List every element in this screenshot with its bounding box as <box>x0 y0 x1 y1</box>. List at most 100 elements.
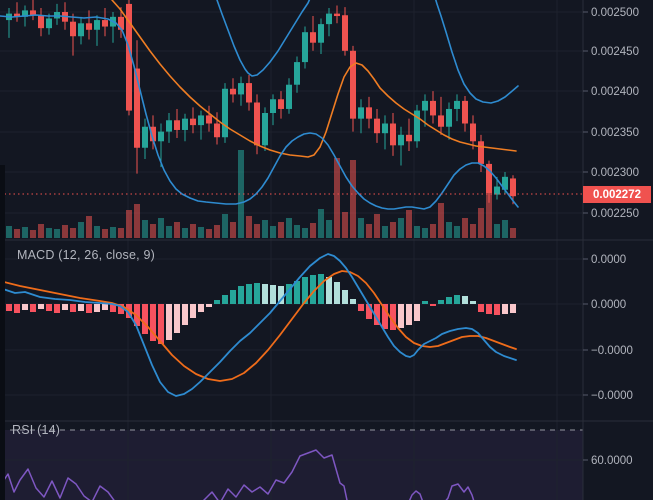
volume-bar <box>134 204 140 238</box>
volume-bar <box>430 224 436 238</box>
volume-bar <box>206 229 212 238</box>
candle-body <box>238 83 244 95</box>
candle-body <box>38 15 44 29</box>
macd-histogram-bar <box>510 304 516 313</box>
macd-histogram-bar <box>190 304 196 318</box>
rsi-line <box>0 449 475 500</box>
candle-body <box>30 10 36 16</box>
volume-bar <box>302 228 308 238</box>
candle-body <box>438 115 444 127</box>
volume-bar <box>142 220 148 238</box>
volume-bar <box>54 229 60 238</box>
candle-body <box>502 176 508 190</box>
rsi-band-shading <box>0 430 583 500</box>
volume-bar <box>366 224 372 238</box>
macd-histogram-bar <box>158 304 164 344</box>
candle-body <box>510 178 516 197</box>
volume-bar <box>222 214 228 238</box>
volume-bar <box>238 150 244 238</box>
macd-histogram-bar <box>422 301 428 304</box>
volume-bar <box>182 228 188 238</box>
volume-bar <box>126 210 132 238</box>
volume-bar <box>30 230 36 238</box>
macd-histogram-bar <box>198 304 204 312</box>
volume-bar <box>166 226 172 238</box>
volume-bar <box>358 218 364 238</box>
candle-body <box>166 120 172 132</box>
volume-bar <box>294 225 300 238</box>
volume-bar <box>198 227 204 238</box>
volume-bar <box>102 229 108 238</box>
candle-body <box>118 16 124 30</box>
macd-histogram-bar <box>30 304 36 312</box>
volume-bar <box>382 226 388 238</box>
volume-bar <box>254 224 260 238</box>
candle-body <box>350 50 356 119</box>
volume-bar <box>70 228 76 238</box>
macd-signal-line <box>0 270 517 382</box>
volume-bar <box>94 226 100 238</box>
macd-histogram-bar <box>70 304 76 312</box>
candle-body <box>70 21 76 37</box>
volume-bar <box>374 214 380 238</box>
volume-bar <box>438 203 444 238</box>
volume-bar <box>174 222 180 238</box>
volume-bar <box>190 224 196 238</box>
macd-histogram-bar <box>486 304 492 314</box>
volume-bar <box>478 208 484 238</box>
candle-body <box>382 123 388 134</box>
axis-label: 0.002500 <box>591 7 639 19</box>
volume-bar <box>110 227 116 238</box>
macd-histogram-bar <box>78 304 84 311</box>
volume-bar <box>390 222 396 238</box>
macd-histogram-bar <box>142 304 148 334</box>
volume-bar <box>334 158 340 238</box>
volume-bar <box>454 226 460 238</box>
volume-bar <box>278 222 284 238</box>
macd-histogram-bar <box>46 304 52 311</box>
volume-bar <box>414 226 420 238</box>
volume-bar <box>14 229 20 238</box>
volume-bar <box>510 228 516 238</box>
candle-body <box>358 107 364 119</box>
macd-histogram-bar <box>22 304 28 310</box>
volume-bar <box>398 218 404 238</box>
macd-histogram-bar <box>358 304 364 311</box>
macd-histogram-bar <box>406 304 412 325</box>
candle-body <box>486 163 492 193</box>
macd-histogram-bar <box>446 297 452 304</box>
macd-histogram-bar <box>334 282 340 304</box>
macd-histogram-bar <box>342 290 348 304</box>
candle-body <box>150 126 156 142</box>
macd-line <box>0 253 517 397</box>
macd-histogram-bar <box>86 304 92 313</box>
candle-body <box>158 131 164 142</box>
volume-bar <box>46 228 52 238</box>
candle-body <box>270 99 276 113</box>
macd-histogram-bar <box>14 304 20 313</box>
macd-histogram-bar <box>470 301 476 304</box>
candle-body <box>398 134 404 146</box>
axis-label: 0.002250 <box>591 208 639 220</box>
macd-histogram-bar <box>414 304 420 321</box>
macd-histogram-bar <box>382 304 388 329</box>
macd-histogram-bar <box>262 284 268 304</box>
macd-histogram-bar <box>278 286 284 304</box>
candle-body <box>134 68 140 148</box>
macd-histogram-bar <box>150 304 156 341</box>
candle-body <box>214 123 220 138</box>
macd-histogram-bar <box>286 284 292 304</box>
candle-body <box>414 110 420 142</box>
candle-body <box>222 88 228 138</box>
macd-histogram-bar <box>94 304 100 312</box>
volume-bar <box>350 160 356 238</box>
volume-bar <box>6 226 12 238</box>
macd-histogram-bar <box>494 304 500 315</box>
candle-body <box>462 100 468 124</box>
candle-body <box>374 118 380 134</box>
candle-body <box>430 100 436 116</box>
macd-histogram-bar <box>54 304 60 313</box>
macd-histogram-bar <box>430 304 436 306</box>
